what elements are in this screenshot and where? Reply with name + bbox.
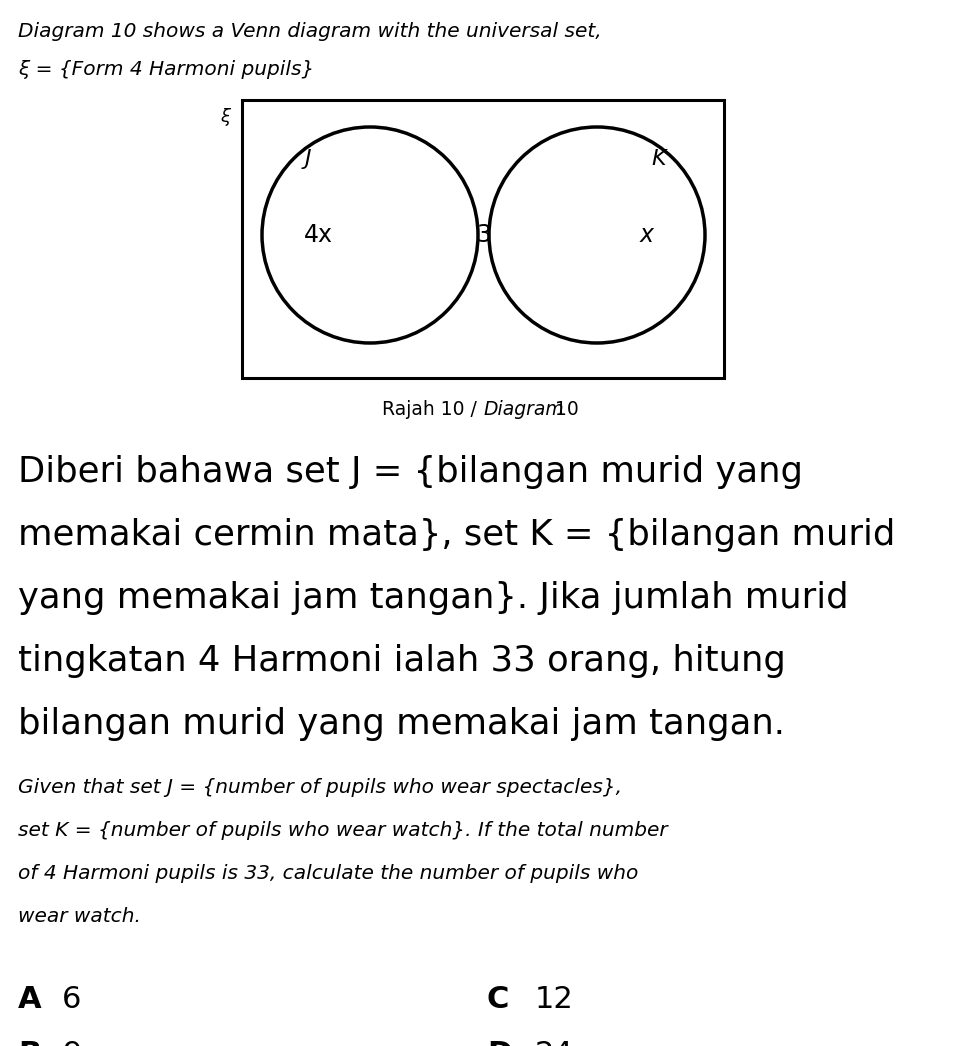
Text: K: K xyxy=(652,149,666,169)
Bar xyxy=(242,100,724,378)
Text: bilangan murid yang memakai jam tangan.: bilangan murid yang memakai jam tangan. xyxy=(18,707,785,741)
Text: Rajah 10 /: Rajah 10 / xyxy=(382,400,483,419)
Text: B: B xyxy=(18,1040,41,1046)
Text: J: J xyxy=(305,149,312,169)
Text: 9: 9 xyxy=(62,1040,82,1046)
Text: 4x: 4x xyxy=(304,223,332,247)
Text: memakai cermin mata}, set K = {bilangan murid: memakai cermin mata}, set K = {bilangan … xyxy=(18,518,895,552)
Text: x: x xyxy=(640,223,654,247)
Text: tingkatan 4 Harmoni ialah 33 orang, hitung: tingkatan 4 Harmoni ialah 33 orang, hitu… xyxy=(18,644,786,678)
Text: Diagram: Diagram xyxy=(483,400,564,419)
Text: C: C xyxy=(487,985,509,1014)
Text: wear watch.: wear watch. xyxy=(18,907,141,926)
Text: D: D xyxy=(487,1040,512,1046)
Text: of 4 Harmoni pupils is 33, calculate the number of pupils who: of 4 Harmoni pupils is 33, calculate the… xyxy=(18,864,638,883)
Text: set K = {number of pupils who wear watch}. If the total number: set K = {number of pupils who wear watch… xyxy=(18,821,667,840)
Text: 6: 6 xyxy=(62,985,82,1014)
Text: yang memakai jam tangan}. Jika jumlah murid: yang memakai jam tangan}. Jika jumlah mu… xyxy=(18,581,848,615)
Text: Diagram 10 shows a Venn diagram with the universal set,: Diagram 10 shows a Venn diagram with the… xyxy=(18,22,602,41)
Text: A: A xyxy=(18,985,42,1014)
Text: 10: 10 xyxy=(549,400,579,419)
Text: 12: 12 xyxy=(535,985,574,1014)
Text: Diberi bahawa set J = {bilangan murid yang: Diberi bahawa set J = {bilangan murid ya… xyxy=(18,455,803,488)
Text: ξ = {Form 4 Harmoni pupils}: ξ = {Form 4 Harmoni pupils} xyxy=(18,60,315,79)
Text: 24: 24 xyxy=(535,1040,574,1046)
Text: 3: 3 xyxy=(476,223,491,247)
Text: Given that set J = {number of pupils who wear spectacles},: Given that set J = {number of pupils who… xyxy=(18,778,622,797)
Text: ξ: ξ xyxy=(220,108,230,126)
